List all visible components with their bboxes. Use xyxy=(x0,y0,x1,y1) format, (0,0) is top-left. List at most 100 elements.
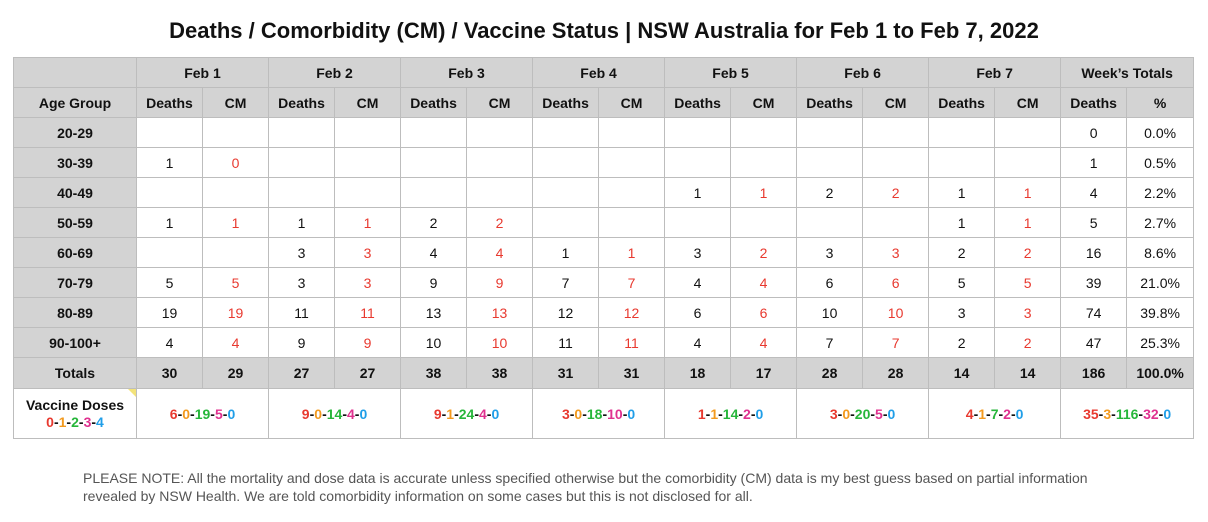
cm-cell xyxy=(598,207,666,238)
age-group-cell: 50-59 xyxy=(13,207,137,238)
dose-count: 3 xyxy=(1103,405,1112,422)
day-dose-cell: 9-1-24-4-0 xyxy=(400,388,534,439)
cm-cell xyxy=(862,147,930,178)
dose-count: 4 xyxy=(346,405,355,422)
deaths-cell: 7 xyxy=(796,327,864,358)
cm-cell xyxy=(334,147,402,178)
cm-header: CM xyxy=(730,87,798,118)
deaths-cell: 4 xyxy=(664,267,732,298)
totals-cell: 28 xyxy=(796,357,864,389)
deaths-cell: 4 xyxy=(400,237,468,268)
deaths-table: Feb 1 Feb 2 Feb 3 Feb 4 Feb 5 Feb 6 Feb … xyxy=(13,57,1195,439)
cm-cell xyxy=(730,117,798,148)
deaths-cell: 13 xyxy=(400,297,468,328)
totals-cell: 14 xyxy=(994,357,1062,389)
total-deaths-header: Deaths xyxy=(1060,87,1128,118)
deaths-header: Deaths xyxy=(796,87,864,118)
deaths-cell: 6 xyxy=(796,267,864,298)
day-dose-cell: 3-0-18-10-0 xyxy=(532,388,666,439)
day-dose-cell: 1-1-14-2-0 xyxy=(664,388,798,439)
cm-cell: 2 xyxy=(466,207,534,238)
cm-cell: 3 xyxy=(994,297,1062,328)
cm-cell: 11 xyxy=(598,327,666,358)
cm-cell: 11 xyxy=(334,297,402,328)
deaths-header: Deaths xyxy=(400,87,468,118)
dose-count: 116 xyxy=(1115,405,1139,422)
cm-cell: 2 xyxy=(994,237,1062,268)
age-group-cell: 70-79 xyxy=(13,267,137,298)
deaths-cell: 12 xyxy=(532,297,600,328)
dose-count: 5 xyxy=(214,405,223,422)
corner-note-marker xyxy=(128,389,136,397)
totals-cell: 17 xyxy=(730,357,798,389)
week-pct-cell: 2.7% xyxy=(1126,207,1195,238)
cm-cell xyxy=(862,207,930,238)
dose-legend-item: 2 xyxy=(71,413,79,430)
table-row: 20-29 0 0.0% xyxy=(13,117,1195,148)
deaths-cell xyxy=(268,147,336,178)
deaths-cell: 3 xyxy=(796,237,864,268)
cm-cell: 1 xyxy=(201,207,270,238)
dose-legend: 0-1-2-3-4 xyxy=(46,413,104,430)
deaths-cell: 3 xyxy=(664,237,732,268)
deaths-cell xyxy=(796,207,864,238)
dose-count: 35 xyxy=(1083,405,1099,422)
deaths-cell: 4 xyxy=(136,327,203,358)
deaths-cell: 2 xyxy=(796,177,864,208)
dose-count: 0 xyxy=(842,405,851,422)
date-header: Feb 5 xyxy=(664,57,798,88)
dose-count: 32 xyxy=(1143,405,1159,422)
cm-cell: 10 xyxy=(466,327,534,358)
dose-count: 2 xyxy=(743,405,751,422)
cm-header: CM xyxy=(994,87,1062,118)
age-group-cell: 90-100+ xyxy=(13,327,137,358)
deaths-cell xyxy=(532,177,600,208)
cm-cell: 4 xyxy=(466,237,534,268)
dose-count: 0 xyxy=(755,405,764,422)
dose-count: 18 xyxy=(586,405,603,422)
cm-cell xyxy=(466,117,534,148)
cm-cell: 7 xyxy=(862,327,930,358)
deaths-cell: 2 xyxy=(928,327,996,358)
cm-cell xyxy=(201,177,270,208)
week-pct-cell: 8.6% xyxy=(1126,237,1195,268)
table-row: 60-69 3 3 4 4 1 1 3 2 3 3 2 2 16 8.6% xyxy=(13,237,1195,268)
deaths-cell xyxy=(664,207,732,238)
deaths-cell: 19 xyxy=(136,297,203,328)
deaths-cell: 7 xyxy=(532,267,600,298)
vaccine-doses-row: Vaccine Doses 0-1-2-3-4 6-0-19-5-0 9-0-14… xyxy=(13,388,1195,439)
dose-count: 0 xyxy=(359,405,368,422)
deaths-header: Deaths xyxy=(136,87,203,118)
cm-cell xyxy=(334,117,402,148)
table-row: 50-59 1 1 1 1 2 2 1 1 5 2.7% xyxy=(13,207,1195,238)
cm-cell xyxy=(994,147,1062,178)
totals-label: Totals xyxy=(13,357,137,389)
cm-cell xyxy=(730,207,798,238)
dose-count: 0 xyxy=(887,405,896,422)
grand-total: 186 xyxy=(1060,357,1128,389)
dose-count: 3 xyxy=(829,405,838,422)
deaths-cell: 3 xyxy=(268,267,336,298)
week-pct-cell: 25.3% xyxy=(1126,327,1195,358)
dose-count: 0 xyxy=(1163,405,1172,422)
week-total-cell: 74 xyxy=(1060,297,1128,328)
totals-cell: 38 xyxy=(400,357,468,389)
dose-count: 4 xyxy=(479,405,487,422)
totals-cell: 27 xyxy=(334,357,402,389)
deaths-cell xyxy=(400,177,468,208)
cm-cell xyxy=(598,177,666,208)
week-pct-cell: 0.5% xyxy=(1126,147,1195,178)
day-dose-cell: 6-0-19-5-0 xyxy=(135,388,270,439)
deaths-header: Deaths xyxy=(928,87,996,118)
dose-count: 6 xyxy=(169,405,178,422)
cm-cell: 2 xyxy=(862,177,930,208)
deaths-cell xyxy=(400,117,468,148)
cm-cell: 3 xyxy=(334,267,402,298)
dose-count: 14 xyxy=(326,405,343,422)
age-group-cell: 60-69 xyxy=(13,237,137,268)
totals-cell: 31 xyxy=(598,357,666,389)
cm-cell: 3 xyxy=(334,237,402,268)
cm-cell: 0 xyxy=(201,147,270,178)
dose-count: 1 xyxy=(710,405,719,422)
cm-cell xyxy=(201,237,270,268)
